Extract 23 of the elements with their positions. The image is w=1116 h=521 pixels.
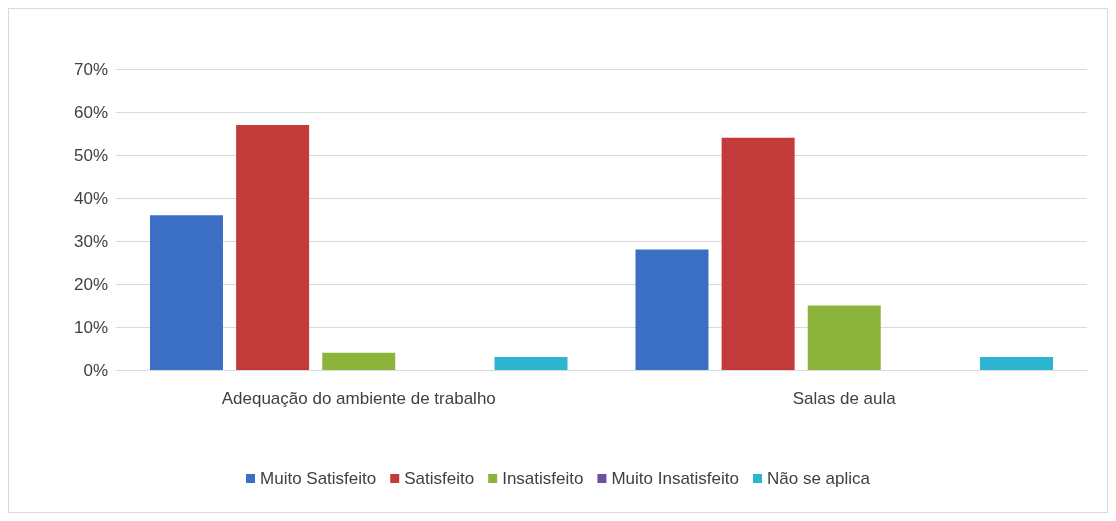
bar: [980, 357, 1054, 370]
y-tick-label: 30%: [73, 231, 108, 251]
y-tick-label: 40%: [73, 188, 108, 208]
y-tick-label: 0%: [83, 360, 108, 380]
x-tick-label: Salas de aula: [792, 389, 897, 408]
bar: [635, 249, 709, 370]
legend-label: Muito Satisfeito: [260, 469, 377, 488]
bar: [494, 357, 568, 370]
y-tick-label: 20%: [73, 274, 108, 294]
y-tick-label: 70%: [73, 59, 108, 79]
bar: [322, 352, 396, 370]
legend-label: Insatisfeito: [502, 469, 584, 488]
x-tick-label: Adequação do ambiente de trabalho: [221, 389, 496, 408]
legend-label: Não se aplica: [766, 469, 871, 488]
y-tick-label: 10%: [73, 317, 108, 337]
legend-label: Satisfeito: [404, 469, 475, 488]
legend-label: Muito Insatisfeito: [611, 469, 739, 488]
y-tick-label: 60%: [73, 102, 108, 122]
bar: [807, 305, 881, 370]
bar: [236, 124, 310, 370]
y-tick-label: 50%: [73, 145, 108, 165]
bar: [721, 137, 795, 370]
bar: [149, 215, 223, 370]
